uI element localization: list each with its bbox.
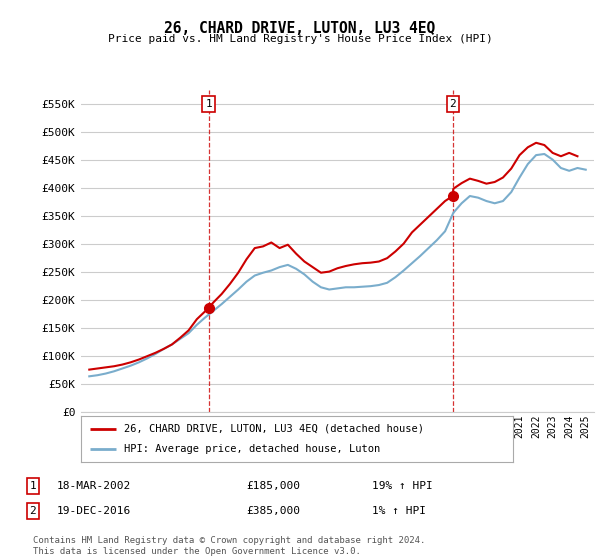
Text: £385,000: £385,000	[246, 506, 300, 516]
Text: 2: 2	[29, 506, 37, 516]
Text: Price paid vs. HM Land Registry's House Price Index (HPI): Price paid vs. HM Land Registry's House …	[107, 34, 493, 44]
Text: 26, CHARD DRIVE, LUTON, LU3 4EQ (detached house): 26, CHARD DRIVE, LUTON, LU3 4EQ (detache…	[124, 424, 424, 434]
Text: 19% ↑ HPI: 19% ↑ HPI	[372, 481, 433, 491]
Text: Contains HM Land Registry data © Crown copyright and database right 2024.
This d: Contains HM Land Registry data © Crown c…	[33, 536, 425, 556]
Text: 1: 1	[29, 481, 37, 491]
Text: 19-DEC-2016: 19-DEC-2016	[57, 506, 131, 516]
Text: £185,000: £185,000	[246, 481, 300, 491]
Text: 18-MAR-2002: 18-MAR-2002	[57, 481, 131, 491]
Text: 1% ↑ HPI: 1% ↑ HPI	[372, 506, 426, 516]
Text: HPI: Average price, detached house, Luton: HPI: Average price, detached house, Luto…	[124, 444, 380, 454]
Text: 2: 2	[449, 99, 456, 109]
Text: 1: 1	[205, 99, 212, 109]
Text: 26, CHARD DRIVE, LUTON, LU3 4EQ: 26, CHARD DRIVE, LUTON, LU3 4EQ	[164, 21, 436, 36]
